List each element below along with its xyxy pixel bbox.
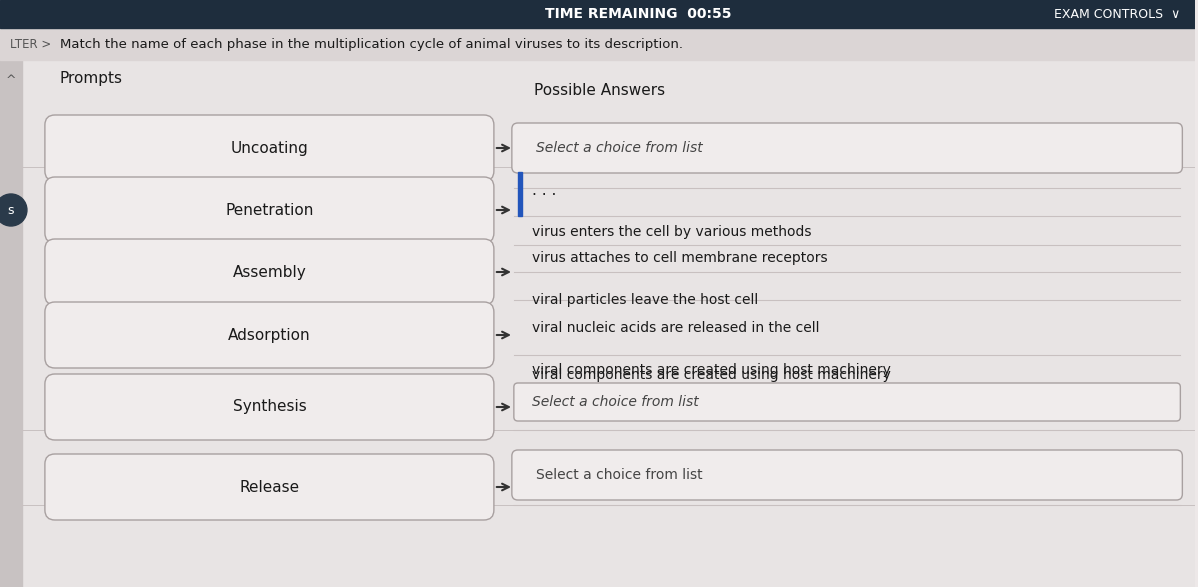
Text: Prompts: Prompts: [60, 70, 123, 86]
Text: Assembly: Assembly: [232, 265, 307, 279]
Text: viral components are created using host machinery: viral components are created using host …: [532, 368, 890, 382]
Text: Penetration: Penetration: [225, 203, 314, 218]
Bar: [518, 172, 522, 216]
Text: ^: ^: [6, 73, 17, 86]
Bar: [0, 60, 22, 587]
Bar: [0, 60, 1196, 587]
FancyBboxPatch shape: [514, 383, 1180, 421]
Text: · · ·: · · ·: [532, 187, 556, 203]
Text: Release: Release: [240, 480, 300, 494]
Bar: [0, 28, 1196, 60]
FancyBboxPatch shape: [44, 302, 494, 368]
FancyBboxPatch shape: [44, 239, 494, 305]
Text: viral components are created using host machinery: viral components are created using host …: [532, 363, 890, 377]
FancyBboxPatch shape: [512, 123, 1182, 173]
FancyBboxPatch shape: [44, 454, 494, 520]
Bar: [0, 0, 1196, 28]
Text: LTER >: LTER >: [10, 38, 52, 50]
FancyBboxPatch shape: [44, 177, 494, 243]
Text: Synthesis: Synthesis: [232, 400, 307, 414]
Circle shape: [0, 194, 26, 226]
Text: Select a choice from list: Select a choice from list: [536, 141, 702, 155]
FancyBboxPatch shape: [512, 450, 1182, 500]
Text: Adsorption: Adsorption: [228, 328, 310, 342]
Text: Match the name of each phase in the multiplication cycle of animal viruses to it: Match the name of each phase in the mult…: [60, 38, 683, 50]
Text: Select a choice from list: Select a choice from list: [532, 395, 698, 409]
Text: viral nucleic acids are released in the cell: viral nucleic acids are released in the …: [532, 321, 819, 335]
FancyBboxPatch shape: [44, 374, 494, 440]
Text: Possible Answers: Possible Answers: [534, 83, 665, 97]
Text: Select a choice from list: Select a choice from list: [536, 468, 702, 482]
Text: virus attaches to cell membrane receptors: virus attaches to cell membrane receptor…: [532, 251, 828, 265]
Text: virus enters the cell by various methods: virus enters the cell by various methods: [532, 225, 811, 239]
Text: s: s: [7, 204, 14, 217]
FancyBboxPatch shape: [44, 115, 494, 181]
Text: Uncoating: Uncoating: [230, 140, 308, 156]
Text: viral particles leave the host cell: viral particles leave the host cell: [532, 293, 758, 307]
Text: EXAM CONTROLS  ∨: EXAM CONTROLS ∨: [1054, 8, 1180, 21]
Text: TIME REMAINING  00:55: TIME REMAINING 00:55: [545, 7, 732, 21]
